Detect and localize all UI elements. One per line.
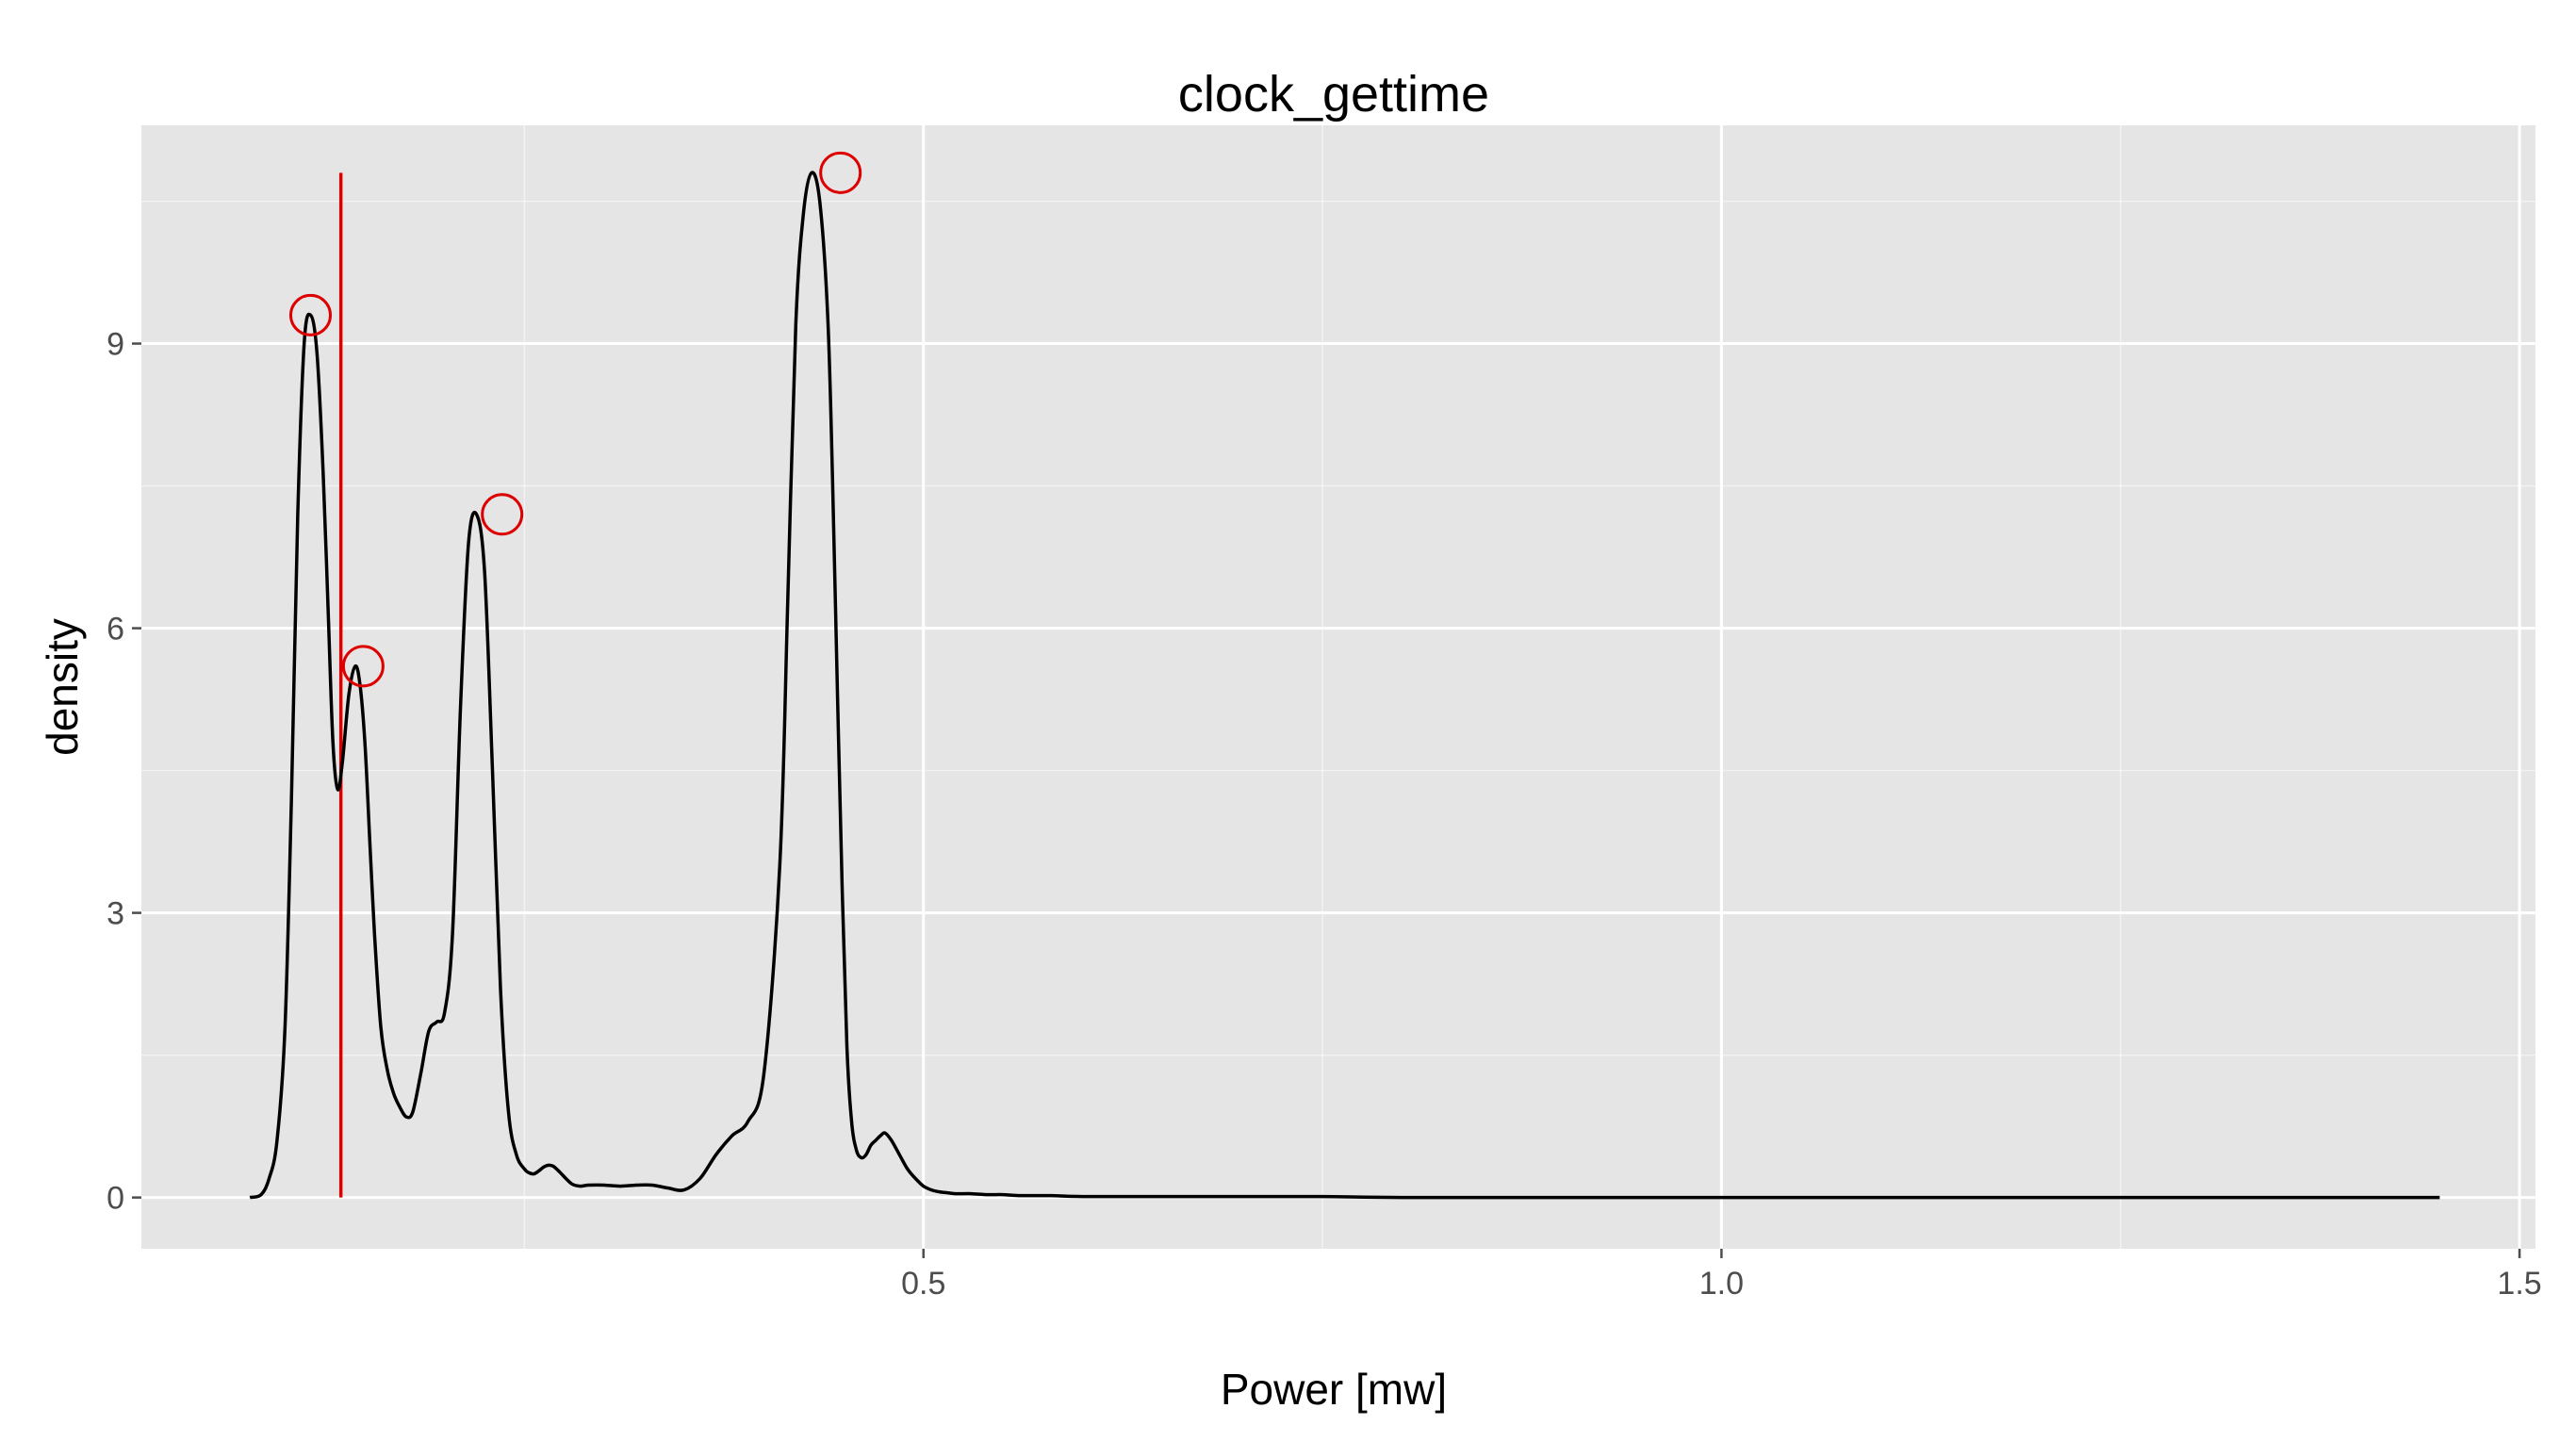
y-tick-label: 9 — [107, 327, 124, 363]
y-axis-label: density — [38, 618, 87, 756]
minor-gridlines — [141, 125, 2535, 1249]
peak-marker-layer — [288, 151, 862, 688]
x-tick-label: 1.5 — [2497, 1266, 2541, 1302]
y-axis: 0 3 6 9 — [107, 327, 141, 1217]
y-tick-label: 0 — [107, 1181, 124, 1217]
peak-marker — [288, 293, 332, 336]
x-tick-label: 0.5 — [901, 1266, 945, 1302]
peak-marker — [341, 645, 385, 688]
peak-marker — [481, 493, 524, 536]
x-axis-label: Power [mw] — [1221, 1365, 1447, 1414]
chart-title: clock_gettime — [1178, 66, 1489, 123]
y-tick-label: 6 — [107, 612, 124, 647]
plot-panel — [141, 125, 2535, 1249]
y-tick-label: 3 — [107, 896, 124, 932]
x-tick-label: 1.0 — [1699, 1266, 1744, 1302]
major-gridlines — [141, 125, 2535, 1249]
x-axis: 0.5 1.0 1.5 — [901, 1249, 2542, 1302]
peak-marker — [819, 151, 862, 194]
